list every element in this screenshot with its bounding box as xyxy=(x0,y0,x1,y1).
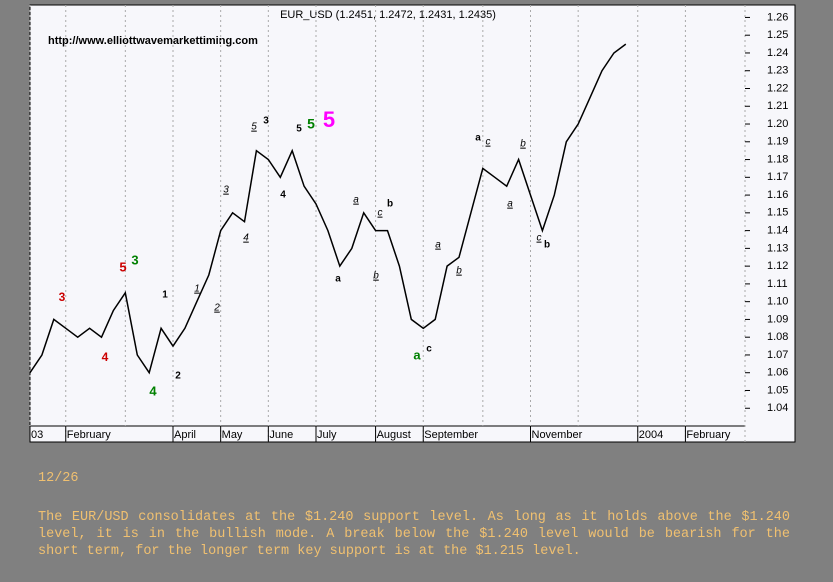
y-tick-label: 1.20 xyxy=(767,118,788,130)
x-tick-label: February xyxy=(686,429,731,441)
y-tick-label: 1.04 xyxy=(767,402,788,414)
y-tick-label: 1.09 xyxy=(767,313,788,325)
wave-label: b xyxy=(544,240,550,251)
plot-panel xyxy=(29,4,796,443)
wave-label: 3 xyxy=(223,185,229,196)
wave-label: c xyxy=(537,233,542,244)
x-tick-label: September xyxy=(424,429,478,441)
x-tick-label: May xyxy=(222,429,243,441)
y-tick-label: 1.22 xyxy=(767,82,788,94)
wave-label: 5 xyxy=(119,259,126,274)
y-tick-label: 1.07 xyxy=(767,349,788,361)
y-tick-label: 1.08 xyxy=(767,331,788,343)
commentary-text: The EUR/USD consolidates at the $1.240 s… xyxy=(38,510,790,559)
x-tick-label: August xyxy=(377,429,411,441)
wave-label: 1 xyxy=(194,284,200,295)
wave-label: b xyxy=(456,266,462,277)
wave-label: 4 xyxy=(243,233,249,244)
wave-label: 5 xyxy=(307,116,315,132)
y-tick-label: 1.12 xyxy=(767,260,788,272)
wave-label: a xyxy=(475,133,481,144)
y-tick-label: 1.16 xyxy=(767,189,788,201)
wave-label: 5 xyxy=(251,122,257,133)
chart: EUR_USD (1.2451, 1.2472, 1.2431, 1.2435)… xyxy=(29,4,796,443)
y-tick-label: 1.17 xyxy=(767,171,788,183)
commentary: 12/26 The EUR/USD consolidates at the $1… xyxy=(38,470,790,582)
y-tick-label: 1.25 xyxy=(767,29,788,41)
wave-label: 1 xyxy=(162,290,168,301)
wave-label: a xyxy=(353,195,359,206)
y-tick-label: 1.10 xyxy=(767,296,788,308)
source-url: http://www.elliottwavemarkettiming.com xyxy=(48,35,258,47)
y-tick-label: 1.13 xyxy=(767,242,788,254)
y-tick-label: 1.18 xyxy=(767,153,788,165)
wave-label: 4 xyxy=(280,190,286,201)
wave-label: 3 xyxy=(59,290,66,304)
wave-label: c xyxy=(378,208,383,219)
wave-label: 2 xyxy=(175,371,181,382)
x-tick-label: 2004 xyxy=(639,429,663,441)
x-tick-label: 03 xyxy=(31,429,43,441)
wave-label: a xyxy=(413,347,421,362)
y-tick-label: 1.15 xyxy=(767,207,788,219)
wave-label: c xyxy=(486,137,491,148)
wave-label: 5 xyxy=(323,107,335,132)
x-tick-label: November xyxy=(532,429,583,441)
y-tick-label: 1.26 xyxy=(767,11,788,23)
wave-label: 4 xyxy=(149,383,157,398)
x-tick-label: February xyxy=(67,429,112,441)
y-tick-label: 1.23 xyxy=(767,65,788,77)
y-tick-label: 1.06 xyxy=(767,367,788,379)
wave-label: 5 xyxy=(296,124,302,135)
y-tick-label: 1.19 xyxy=(767,136,788,148)
chart-title: EUR_USD (1.2451, 1.2472, 1.2431, 1.2435) xyxy=(280,9,496,21)
x-tick-label: July xyxy=(317,429,337,441)
commentary-date: 12/26 xyxy=(38,471,79,486)
y-tick-label: 1.11 xyxy=(767,278,788,290)
x-tick-label: June xyxy=(269,429,293,441)
x-tick-label: April xyxy=(174,429,196,441)
wave-label: 3 xyxy=(263,116,269,127)
y-tick-label: 1.24 xyxy=(767,47,788,59)
y-tick-label: 1.21 xyxy=(767,100,788,112)
y-tick-label: 1.05 xyxy=(767,384,788,396)
wave-label: 4 xyxy=(102,350,109,364)
wave-label: 2 xyxy=(213,303,220,314)
wave-label: a xyxy=(335,274,341,285)
wave-label: c xyxy=(426,344,432,355)
wave-label: b xyxy=(387,199,393,210)
y-tick-label: 1.14 xyxy=(767,225,788,237)
wave-label: 3 xyxy=(131,252,138,267)
wave-label: b xyxy=(520,139,526,150)
wave-label: a xyxy=(507,199,513,210)
price-line xyxy=(29,43,627,375)
wave-label: b xyxy=(373,271,379,282)
wave-label: a xyxy=(435,240,441,251)
